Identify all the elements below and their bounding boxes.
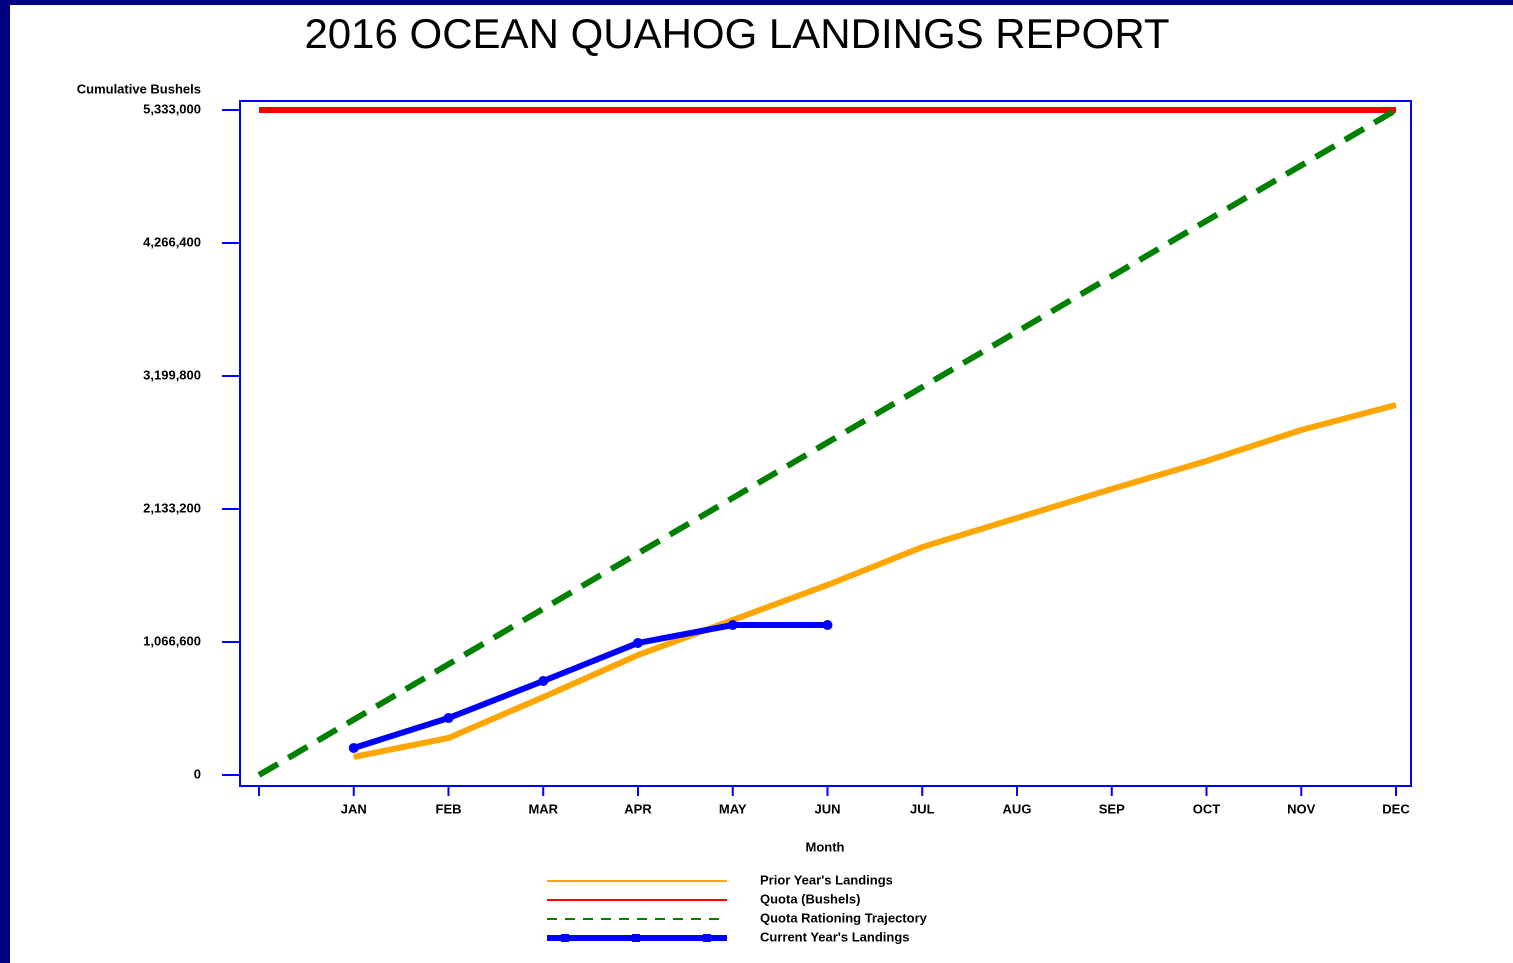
- frame-top: [0, 0, 1513, 5]
- x-tick-label: JAN: [341, 801, 367, 816]
- series-marker: [348, 742, 359, 753]
- series-marker: [727, 620, 738, 631]
- series-line: [353, 402, 1397, 760]
- y-tick-label: 5,333,000: [143, 101, 201, 116]
- series-marker: [538, 675, 549, 686]
- x-tick-label: JUL: [910, 801, 935, 816]
- frame-left: [0, 0, 10, 963]
- x-tick-label: MAR: [528, 801, 558, 816]
- x-tick-label: MAY: [719, 801, 747, 816]
- x-tick-label: AUG: [1003, 801, 1032, 816]
- y-tick-label: 1,066,600: [143, 633, 201, 648]
- series-line: [352, 622, 828, 751]
- legend-label: Current Year's Landings: [760, 929, 910, 944]
- y-tick-label: 2,133,200: [143, 500, 201, 515]
- x-tick-label: NOV: [1287, 801, 1316, 816]
- series-marker: [822, 620, 833, 631]
- legend-label: Prior Year's Landings: [760, 872, 893, 887]
- series-marker: [443, 713, 454, 724]
- plot-frame: [239, 100, 1412, 787]
- series-line: [257, 107, 1398, 778]
- legend-marker: [703, 934, 711, 942]
- y-tick-label: 4,266,400: [143, 234, 201, 249]
- legend-label: Quota Rationing Trajectory: [760, 910, 928, 925]
- chart-title: 2016 OCEAN QUAHOG LANDINGS REPORT: [304, 10, 1169, 57]
- series-marker: [633, 637, 643, 648]
- y-axis-label: Cumulative Bushels: [77, 81, 201, 96]
- x-axis-label: Month: [806, 839, 845, 854]
- y-tick-label: 0: [194, 766, 201, 781]
- x-tick-label: FEB: [436, 801, 462, 816]
- legend-marker: [632, 934, 640, 942]
- x-tick-label: SEP: [1099, 801, 1125, 816]
- x-tick-label: DEC: [1382, 801, 1410, 816]
- y-tick-label: 3,199,800: [143, 367, 201, 382]
- legend-marker: [561, 934, 569, 942]
- legend-label: Quota (Bushels): [760, 891, 860, 906]
- x-tick-label: APR: [624, 801, 652, 816]
- x-tick-label: OCT: [1193, 801, 1221, 816]
- x-tick-label: JUN: [814, 801, 840, 816]
